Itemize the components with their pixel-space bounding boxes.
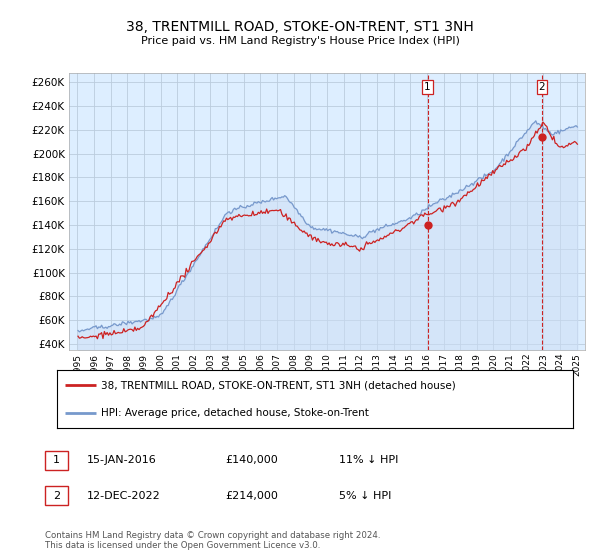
Text: 11% ↓ HPI: 11% ↓ HPI — [339, 455, 398, 465]
Text: 15-JAN-2016: 15-JAN-2016 — [87, 455, 157, 465]
Text: HPI: Average price, detached house, Stoke-on-Trent: HPI: Average price, detached house, Stok… — [101, 408, 369, 418]
Text: £140,000: £140,000 — [225, 455, 278, 465]
Text: Price paid vs. HM Land Registry's House Price Index (HPI): Price paid vs. HM Land Registry's House … — [140, 36, 460, 46]
Text: Contains HM Land Registry data © Crown copyright and database right 2024.
This d: Contains HM Land Registry data © Crown c… — [45, 531, 380, 550]
Text: 1: 1 — [53, 455, 60, 465]
Text: 38, TRENTMILL ROAD, STOKE-ON-TRENT, ST1 3NH: 38, TRENTMILL ROAD, STOKE-ON-TRENT, ST1 … — [126, 20, 474, 34]
Text: 12-DEC-2022: 12-DEC-2022 — [87, 491, 161, 501]
Text: 38, TRENTMILL ROAD, STOKE-ON-TRENT, ST1 3NH (detached house): 38, TRENTMILL ROAD, STOKE-ON-TRENT, ST1 … — [101, 380, 455, 390]
Text: 5% ↓ HPI: 5% ↓ HPI — [339, 491, 391, 501]
Text: £214,000: £214,000 — [225, 491, 278, 501]
Text: 1: 1 — [424, 82, 431, 92]
Text: 2: 2 — [53, 491, 60, 501]
Text: 2: 2 — [539, 82, 545, 92]
